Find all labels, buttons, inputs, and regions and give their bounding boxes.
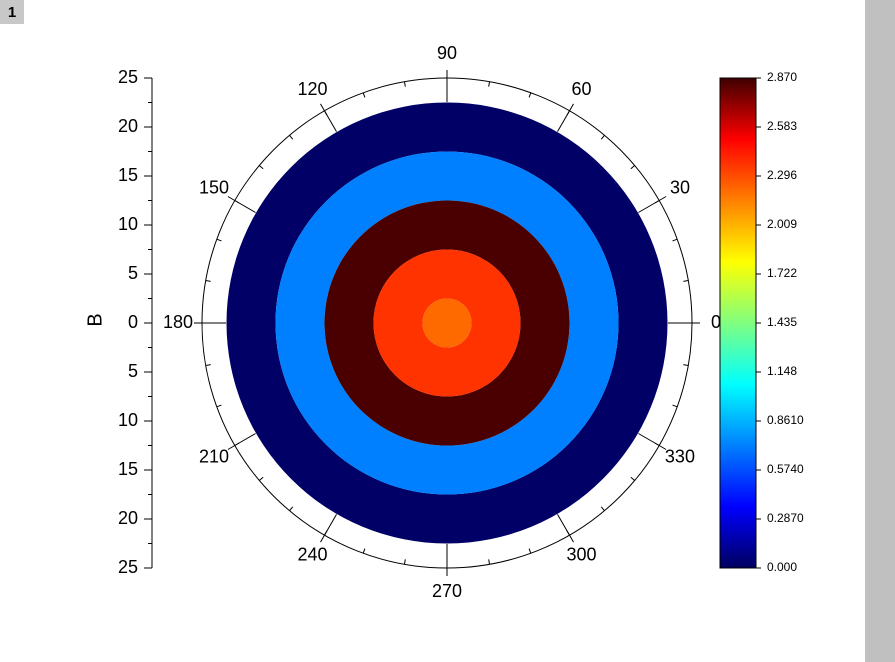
colorbar-tick-label: 1.148: [767, 364, 797, 378]
angle-minor-tick: [216, 404, 222, 408]
angle-minor-tick: [683, 364, 689, 367]
angle-minor-tick: [258, 476, 264, 481]
angle-tick-outer: [658, 196, 667, 201]
angle-minor-tick: [362, 92, 366, 98]
angle-tick-outer: [658, 445, 667, 450]
angle-minor-tick: [600, 506, 605, 512]
colorbar: [719, 77, 757, 569]
angle-tick-label: 300: [566, 545, 596, 565]
angle-tick-label: 0: [711, 312, 721, 332]
angle-tick: [638, 200, 660, 213]
angle-tick-label: 270: [432, 581, 462, 601]
colorbar-tick-label: 0.8610: [767, 413, 804, 427]
angle-tick-label: 30: [670, 177, 690, 197]
angle-minor-tick: [289, 506, 294, 512]
y-tick-label: 5: [128, 361, 138, 381]
angle-tick-outer: [227, 196, 236, 201]
angle-minor-tick: [672, 238, 678, 242]
y-tick-label: 15: [118, 165, 138, 185]
angle-minor-tick: [403, 81, 406, 87]
angle-minor-tick: [205, 279, 211, 282]
y-tick-label: 25: [118, 67, 138, 87]
angle-minor-tick: [683, 279, 689, 282]
y-tick-label: 20: [118, 508, 138, 528]
angle-tick-label: 180: [163, 312, 193, 332]
angle-minor-tick: [528, 548, 532, 554]
angle-minor-tick: [672, 404, 678, 408]
colorbar-tick-label: 2.870: [767, 70, 797, 84]
y-tick-label: 10: [118, 410, 138, 430]
colorbar-tick-label: 1.435: [767, 315, 797, 329]
y-tick-label: 0: [128, 312, 138, 332]
angle-minor-tick: [205, 364, 211, 367]
colorbar-tick-label: 2.296: [767, 168, 797, 182]
angle-tick-label: 60: [571, 79, 591, 99]
angle-tick-label: 150: [199, 177, 229, 197]
angle-minor-tick: [403, 559, 406, 565]
angle-tick: [638, 433, 660, 446]
layer-badge: [0, 0, 24, 24]
angle-minor-tick: [600, 134, 605, 140]
angle-tick-outer: [569, 534, 574, 543]
colorbar-tick-label: 0.000: [767, 560, 797, 574]
layer-label: 1: [8, 4, 16, 21]
angle-tick-label: 210: [199, 446, 229, 466]
angle-tick: [324, 514, 337, 536]
colorbar-tick-label: 1.722: [767, 266, 797, 280]
y-tick-label: 20: [118, 116, 138, 136]
angle-tick-label: 90: [437, 43, 457, 63]
angle-tick: [557, 110, 570, 132]
angle-tick: [557, 514, 570, 536]
angle-tick: [324, 110, 337, 132]
colorbar-tick-label: 0.2870: [767, 511, 804, 525]
angle-tick-label: 240: [297, 545, 327, 565]
angle-minor-tick: [488, 81, 491, 87]
scrollbar: [865, 0, 895, 662]
angle-minor-tick: [630, 165, 636, 170]
colorbar-tick-label: 0.5740: [767, 462, 804, 476]
angle-minor-tick: [362, 548, 366, 554]
angle-minor-tick: [216, 238, 222, 242]
y-tick-label: 15: [118, 459, 138, 479]
angle-minor-tick: [528, 92, 532, 98]
angle-tick-label: 120: [297, 79, 327, 99]
angle-minor-tick: [289, 134, 294, 140]
y-tick-label: 25: [118, 557, 138, 577]
angle-minor-tick: [488, 559, 491, 565]
contour-ring: [324, 200, 570, 446]
y-tick-label: 10: [118, 214, 138, 234]
angle-tick-outer: [320, 103, 325, 112]
y-tick-label: 5: [128, 263, 138, 283]
y-axis-title: B: [84, 313, 106, 326]
angle-tick-outer: [569, 103, 574, 112]
angle-tick-label: 330: [665, 446, 695, 466]
angle-tick: [234, 433, 256, 446]
angle-tick: [234, 200, 256, 213]
angle-tick-outer: [227, 445, 236, 450]
angle-minor-tick: [630, 476, 636, 481]
colorbar-tick-label: 2.583: [767, 119, 797, 133]
colorbar-tick-label: 2.009: [767, 217, 797, 231]
contour-ring: [373, 249, 521, 397]
angle-minor-tick: [258, 165, 264, 170]
contour-ring: [422, 298, 472, 348]
angle-tick-outer: [320, 534, 325, 543]
